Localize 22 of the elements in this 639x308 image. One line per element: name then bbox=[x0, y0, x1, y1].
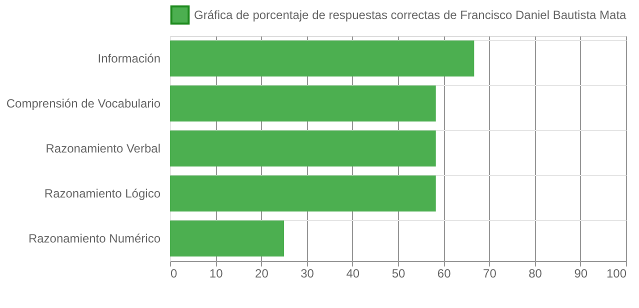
x-tick-label: 0 bbox=[170, 266, 178, 280]
bar bbox=[170, 130, 436, 166]
x-tick-label: 90 bbox=[574, 266, 588, 280]
y-tick-label: Razonamiento Numérico bbox=[28, 232, 161, 246]
x-tick-label: 70 bbox=[483, 266, 497, 280]
y-tick-label: Información bbox=[98, 52, 160, 66]
x-tick-label: 80 bbox=[528, 266, 542, 280]
x-tick-label: 10 bbox=[209, 266, 224, 280]
legend-label: Gráfica de porcentaje de respuestas correctas de Francisco Daniel Bautista Mata bbox=[194, 8, 627, 22]
x-tick-label: 50 bbox=[392, 266, 406, 280]
x-tick-label: 20 bbox=[255, 266, 269, 280]
bar bbox=[170, 86, 436, 122]
bar bbox=[170, 176, 436, 212]
x-tick-label: 100 bbox=[606, 266, 627, 280]
y-tick-label: Razonamiento Lógico bbox=[44, 186, 161, 200]
bar bbox=[170, 40, 474, 76]
y-tick-label: Razonamiento Verbal bbox=[46, 142, 160, 156]
x-tick-label: 40 bbox=[346, 266, 360, 280]
x-tick-label: 30 bbox=[300, 266, 314, 280]
y-tick-label: Comprensión de Vocabulario bbox=[6, 96, 161, 110]
bar bbox=[170, 220, 284, 256]
x-tick-label: 60 bbox=[437, 266, 452, 280]
